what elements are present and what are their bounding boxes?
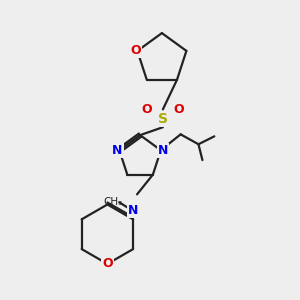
Text: O: O	[130, 44, 141, 57]
Text: CH₃: CH₃	[103, 197, 123, 207]
Text: N: N	[112, 144, 123, 157]
Text: N: N	[158, 144, 168, 157]
Text: O: O	[173, 103, 184, 116]
Text: N: N	[128, 204, 138, 217]
Text: O: O	[102, 257, 113, 270]
Text: O: O	[142, 103, 152, 116]
Text: S: S	[158, 112, 168, 126]
